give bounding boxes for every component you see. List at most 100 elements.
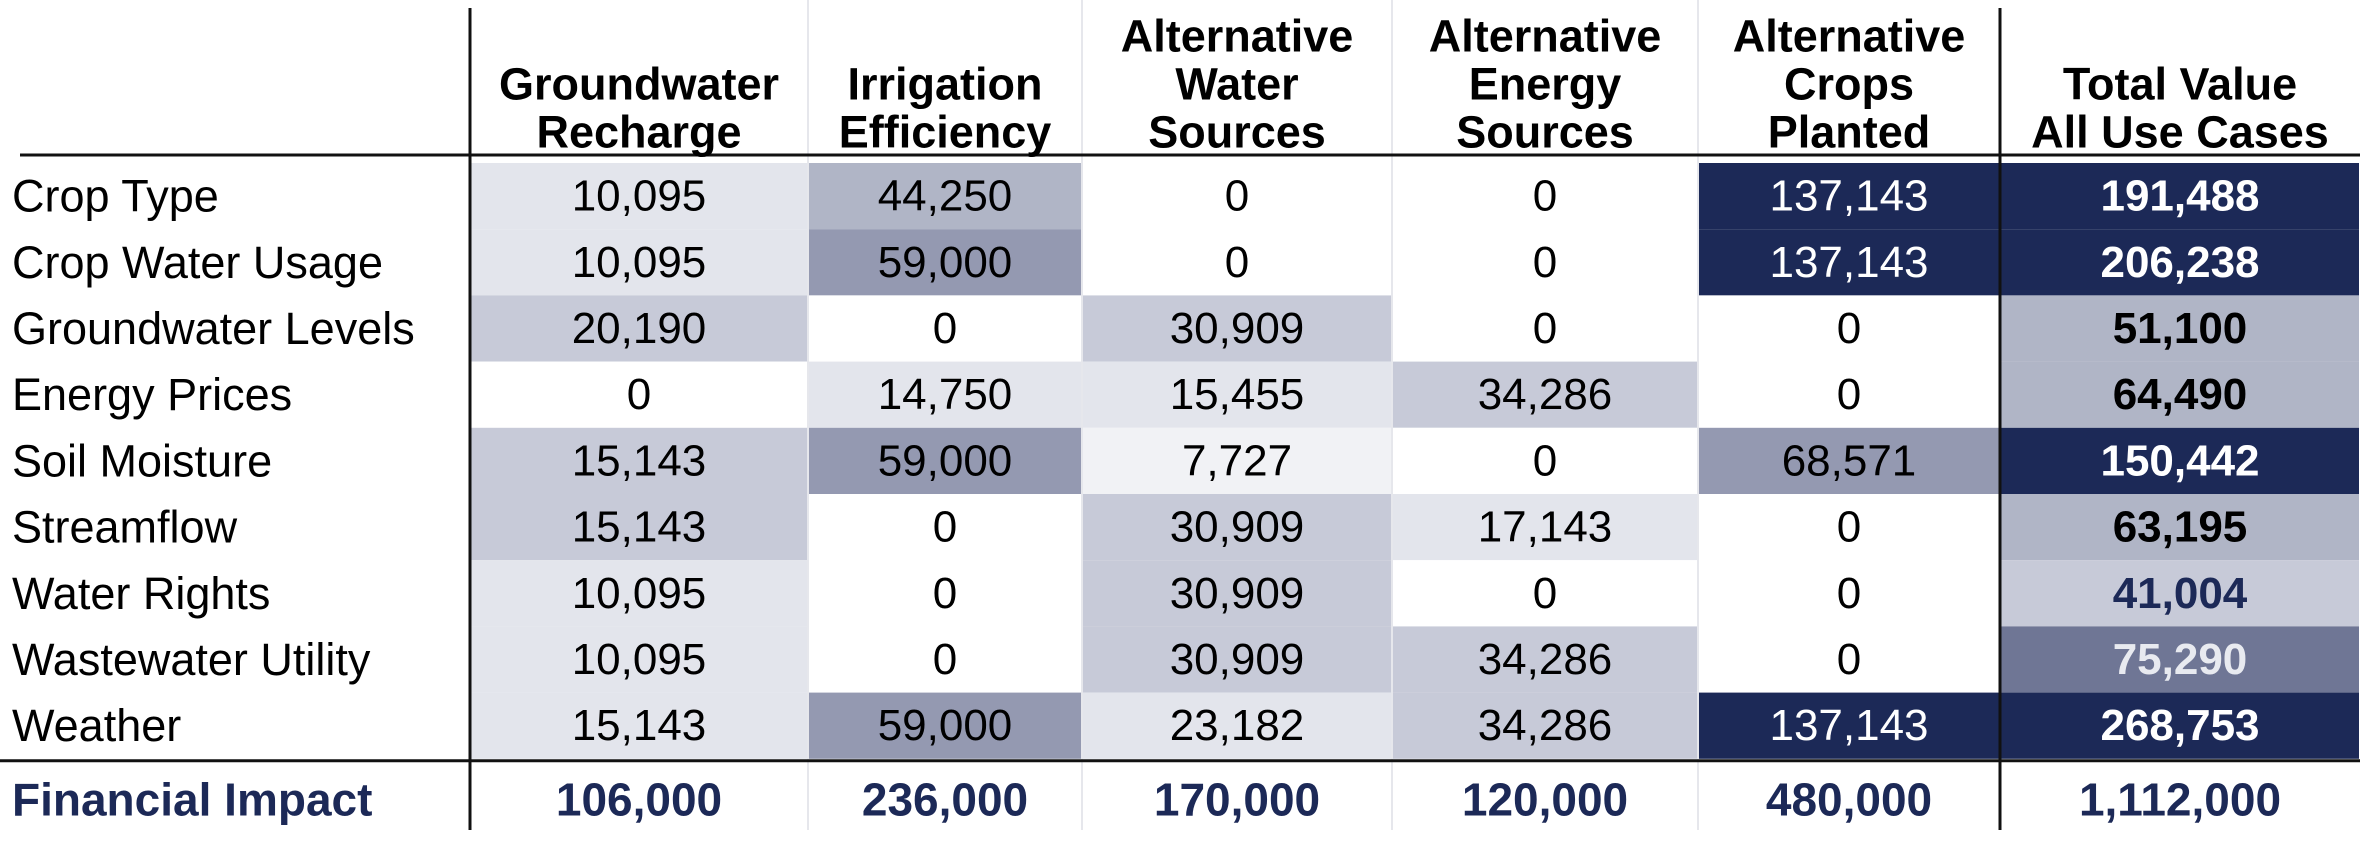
column-header: Groundwater (499, 59, 779, 110)
cell-value: 15,143 (572, 701, 707, 750)
heatmap-cell (809, 295, 1081, 362)
total-value: 150,442 (2100, 436, 2259, 485)
total-value: 206,238 (2100, 238, 2259, 287)
heatmap-cell (1393, 295, 1697, 362)
cell-value: 137,143 (1769, 238, 1928, 287)
total-value: 191,488 (2100, 172, 2259, 221)
cell-value: 10,095 (572, 635, 707, 684)
heatmap-cell (1083, 229, 1391, 296)
cell-value: 59,000 (878, 238, 1013, 287)
column-header: Alternative (1733, 11, 1966, 62)
cell-value: 30,909 (1170, 569, 1305, 618)
heatmap-cell (1699, 163, 1999, 230)
heatmap-cell (1699, 295, 1999, 362)
heatmap-cell (471, 361, 807, 428)
column-header: Efficiency (839, 107, 1052, 158)
heatmap-cell (1699, 427, 1999, 494)
heatmap-cell (1393, 361, 1697, 428)
footer-value: 480,000 (1766, 773, 1932, 825)
heatmap-cell (1083, 626, 1391, 693)
cell-value: 0 (1837, 569, 1861, 618)
cell-value: 23,182 (1170, 701, 1305, 750)
total-value: 51,100 (2113, 304, 2248, 353)
heatmap-cell (1083, 163, 1391, 230)
heatmap-cell (2001, 361, 2359, 428)
cell-value: 0 (1533, 569, 1557, 618)
heatmap-cell (2001, 229, 2359, 296)
heatmap-cell (1699, 361, 1999, 428)
heatmap-cell (471, 427, 807, 494)
cell-value: 20,190 (572, 304, 707, 353)
cell-value: 15,143 (572, 436, 707, 485)
heatmap-cell (471, 626, 807, 693)
cell-value: 0 (1837, 503, 1861, 552)
cell-value: 30,909 (1170, 635, 1305, 684)
heatmap-cell (1699, 229, 1999, 296)
total-value: 63,195 (2113, 503, 2248, 552)
heatmap-cell (809, 361, 1081, 428)
heatmap-cell (2001, 427, 2359, 494)
cell-value: 0 (1225, 238, 1249, 287)
cell-value: 0 (1533, 238, 1557, 287)
row-label: Crop Type (12, 171, 219, 222)
cell-value: 137,143 (1769, 701, 1928, 750)
heatmap-cell (471, 295, 807, 362)
total-value: 41,004 (2113, 569, 2248, 618)
cell-value: 0 (1225, 172, 1249, 221)
cell-value: 0 (1837, 635, 1861, 684)
footer-value: 170,000 (1154, 773, 1320, 825)
heatmap-cell (2001, 494, 2359, 561)
cell-value: 0 (933, 503, 957, 552)
heatmap-cell (471, 692, 807, 759)
column-header: Alternative (1121, 11, 1354, 62)
heatmap-cell (809, 163, 1081, 230)
footer-value: 1,112,000 (2079, 773, 2281, 825)
row-label: Crop Water Usage (12, 237, 383, 288)
column-header: Recharge (536, 107, 741, 158)
cell-value: 0 (1533, 436, 1557, 485)
cell-value: 137,143 (1769, 172, 1928, 221)
cell-value: 0 (933, 569, 957, 618)
column-header: Sources (1148, 107, 1326, 158)
column-header: Planted (1768, 107, 1931, 158)
row-label: Streamflow (12, 502, 238, 553)
heatmap-cell (809, 427, 1081, 494)
heatmap-cell (809, 626, 1081, 693)
cell-value: 10,095 (572, 569, 707, 618)
cell-value: 7,727 (1182, 436, 1292, 485)
column-header: Energy (1469, 59, 1622, 110)
heatmap-cell (471, 494, 807, 561)
heatmap-cell (1393, 692, 1697, 759)
column-header: Irrigation (847, 59, 1042, 110)
cell-value: 34,286 (1478, 701, 1613, 750)
column-header: Total Value (2063, 59, 2297, 110)
row-label: Weather (12, 700, 181, 751)
heatmap-cell (471, 163, 807, 230)
cell-value: 15,455 (1170, 370, 1305, 419)
heatmap-cell (1393, 229, 1697, 296)
heatmap-cell (1699, 626, 1999, 693)
cell-value: 0 (1837, 370, 1861, 419)
heatmap-cell (1393, 163, 1697, 230)
heatmap-cell (1083, 427, 1391, 494)
row-label: Wastewater Utility (12, 634, 371, 685)
cell-value: 0 (933, 304, 957, 353)
column-header: Water (1175, 59, 1298, 110)
heatmap-cell (809, 560, 1081, 627)
heatmap-cell (1393, 427, 1697, 494)
footer-value: 236,000 (862, 773, 1028, 825)
cell-value: 44,250 (878, 172, 1013, 221)
heatmap-cell (1083, 295, 1391, 362)
heatmap-cell (809, 229, 1081, 296)
row-label: Groundwater Levels (12, 303, 415, 354)
total-value: 268,753 (2100, 701, 2259, 750)
column-header: Sources (1456, 107, 1634, 158)
heatmap-cell (471, 229, 807, 296)
cell-value: 30,909 (1170, 304, 1305, 353)
footer-value: 120,000 (1462, 773, 1628, 825)
heatmap-cell (2001, 295, 2359, 362)
heatmap-cell (1393, 626, 1697, 693)
cell-value: 0 (1533, 304, 1557, 353)
cell-value: 59,000 (878, 436, 1013, 485)
